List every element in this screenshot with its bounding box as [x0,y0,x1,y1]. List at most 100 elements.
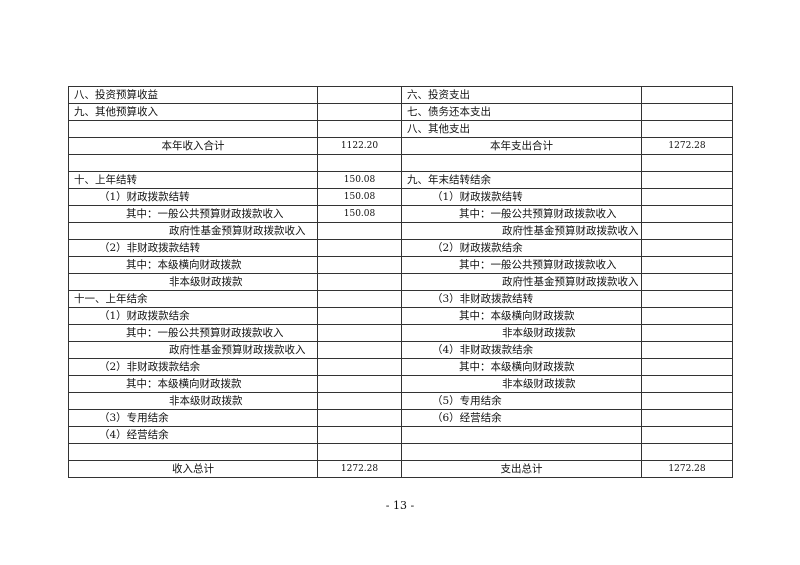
expense-amount [641,86,733,104]
income-item-label [68,154,318,172]
income-item-label: 收入总计 [68,460,318,478]
expense-item-label: 八、其他支出 [401,120,642,138]
expense-amount [641,120,733,138]
expense-amount [641,307,733,325]
table-row [68,154,733,172]
income-amount [317,443,402,461]
expense-amount [641,324,733,342]
table-row: 其中：一般公共预算财政拨款收入 150.08 其中：一般公共预算财政拨款收入 [68,205,733,223]
income-item-label [68,120,318,138]
income-amount [317,358,402,376]
table-row: 其中：本级横向财政拨款 其中：一般公共预算财政拨款收入 [68,256,733,274]
expense-amount [641,171,733,189]
expense-item-label: 七、债务还本支出 [401,103,642,121]
income-item-label: （3）专用结余 [68,409,318,427]
income-amount [317,120,402,138]
income-amount [317,324,402,342]
expense-item-label: （6）经营结余 [401,409,642,427]
income-item-label [68,443,318,461]
expense-item-label: 其中：本级横向财政拨款 [401,358,642,376]
expense-item-label [401,154,642,172]
income-item-label: 九、其他预算收入 [68,103,318,121]
income-amount [317,273,402,291]
expense-item-label: 其中：一般公共预算财政拨款收入 [401,205,642,223]
expense-item-label: 其中：一般公共预算财政拨款收入 [401,256,642,274]
page-number: - 13 - [385,499,415,512]
income-amount: 150.08 [317,171,402,189]
income-item-label: 非本级财政拨款 [68,273,318,291]
income-amount [317,256,402,274]
expense-item-label: 其中：本级横向财政拨款 [401,307,642,325]
table-row: 政府性基金预算财政拨款收入 （4）非财政拨款结余 [68,341,733,359]
expense-item-label: （3）非财政拨款结转 [401,290,642,308]
expense-item-label: （4）非财政拨款结余 [401,341,642,359]
table-row: 收入总计 1272.28 支出总计 1272.28 [68,460,733,478]
income-item-label: 政府性基金预算财政拨款收入 [68,341,318,359]
income-amount [317,392,402,410]
income-item-label: （2）非财政拨款结转 [68,239,318,257]
expense-amount [641,375,733,393]
expense-item-label: 六、投资支出 [401,86,642,104]
income-item-label: 其中：一般公共预算财政拨款收入 [68,205,318,223]
income-amount [317,409,402,427]
income-amount [317,290,402,308]
expense-amount [641,256,733,274]
table-row: （1）财政拨款结余 其中：本级横向财政拨款 [68,307,733,325]
income-amount [317,239,402,257]
table-row: 非本级财政拨款 政府性基金预算财政拨款收入 [68,273,733,291]
income-item-label: （1）财政拨款结余 [68,307,318,325]
expense-amount [641,222,733,240]
income-item-label: 其中：本级横向财政拨款 [68,256,318,274]
expense-amount [641,341,733,359]
expense-item-label: 非本级财政拨款 [401,324,642,342]
income-amount [317,426,402,444]
table-row: 本年收入合计 1122.20 本年支出合计 1272.28 [68,137,733,155]
expense-item-label: 本年支出合计 [401,137,642,155]
income-amount [317,341,402,359]
expense-item-label: 政府性基金预算财政拨款收入 [401,222,642,240]
income-amount [317,222,402,240]
income-item-label: 政府性基金预算财政拨款收入 [68,222,318,240]
table-row: （3）专用结余 （6）经营结余 [68,409,733,427]
table-row: 其中：一般公共预算财政拨款收入 非本级财政拨款 [68,324,733,342]
income-item-label: 十一、上年结余 [68,290,318,308]
expense-amount [641,273,733,291]
table-row: 非本级财政拨款 （5）专用结余 [68,392,733,410]
expense-amount [641,205,733,223]
income-amount [317,375,402,393]
budget-table: 八、投资预算收益 六、投资支出 九、其他预算收入 七、债务还本支出 八、其他支出 本年收入… [68,86,733,478]
expense-amount [641,392,733,410]
expense-amount [641,426,733,444]
table-row: （2）非财政拨款结余 其中：本级横向财政拨款 [68,358,733,376]
expense-item-label: 政府性基金预算财政拨款收入 [401,273,642,291]
table-row: （1）财政拨款结转 150.08 （1）财政拨款结转 [68,188,733,206]
income-item-label: 其中：本级横向财政拨款 [68,375,318,393]
expense-amount [641,409,733,427]
income-amount: 1122.20 [317,137,402,155]
table-row: 十一、上年结余 （3）非财政拨款结转 [68,290,733,308]
income-item-label: （2）非财政拨款结余 [68,358,318,376]
table-row: 政府性基金预算财政拨款收入 政府性基金预算财政拨款收入 [68,222,733,240]
expense-item-label: 支出总计 [401,460,642,478]
income-item-label: 十、上年结转 [68,171,318,189]
income-amount [317,86,402,104]
income-amount: 1272.28 [317,460,402,478]
income-amount: 150.08 [317,188,402,206]
income-item-label: 其中：一般公共预算财政拨款收入 [68,324,318,342]
expense-amount [641,239,733,257]
expense-amount [641,154,733,172]
expense-item-label: 非本级财政拨款 [401,375,642,393]
income-item-label: 本年收入合计 [68,137,318,155]
expense-item-label: （2）财政拨款结余 [401,239,642,257]
table-row: （2）非财政拨款结转 （2）财政拨款结余 [68,239,733,257]
income-amount [317,154,402,172]
table-row: 九、其他预算收入 七、债务还本支出 [68,103,733,121]
table-row: （4）经营结余 [68,426,733,444]
expense-item-label: （5）专用结余 [401,392,642,410]
expense-amount [641,358,733,376]
expense-amount [641,290,733,308]
expense-amount [641,103,733,121]
income-amount [317,103,402,121]
income-item-label: 非本级财政拨款 [68,392,318,410]
table-row: 其中：本级横向财政拨款 非本级财政拨款 [68,375,733,393]
